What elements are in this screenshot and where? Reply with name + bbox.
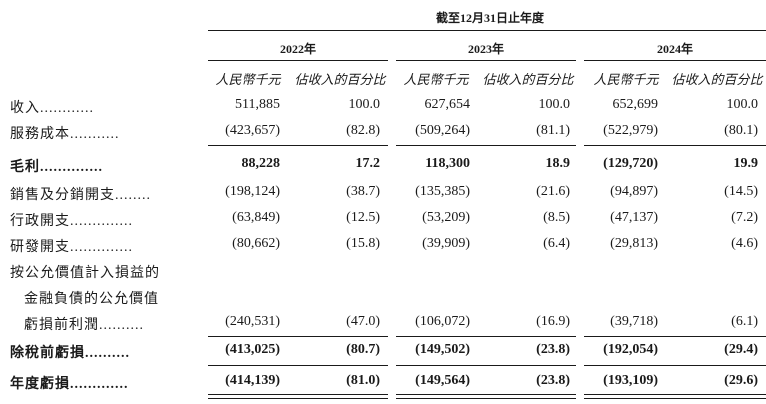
year-2022: 2022年: [279, 42, 316, 56]
year-2024: 2024年: [656, 42, 693, 56]
cell-gross-2022-amount: 88,228: [241, 156, 281, 171]
row-label-admin-expenses: 行政開支..............: [10, 214, 133, 229]
cell-revenue-2024-amount: 652,699: [612, 97, 659, 112]
subtotal-rule-3-2024: [584, 365, 766, 366]
cell-cost-2023-pct: (81.1): [536, 123, 570, 138]
cell-lbt-2022-pct: (80.7): [346, 342, 380, 357]
cell-fvtpl-2023-amount: (106,072): [415, 314, 470, 329]
cell-revenue-2023-amount: 627,654: [424, 97, 471, 112]
double-rule-top-2022: [208, 394, 388, 395]
cell-admin-2023-amount: (53,209): [422, 210, 470, 225]
cell-cost-2022-amount: (423,657): [225, 123, 280, 138]
cell-revenue-2022-pct: 100.0: [348, 97, 381, 112]
cell-lbt-2023-pct: (23.8): [536, 342, 570, 357]
cell-fvtpl-2022-pct: (47.0): [346, 314, 380, 329]
row-label-revenue: 收入............: [10, 101, 94, 116]
cell-selling-2024-amount: (94,897): [610, 184, 658, 199]
cell-cost-2022-pct: (82.8): [346, 123, 380, 138]
subtotal-rule-2022: [208, 145, 388, 146]
double-rule-bottom-2022: [208, 398, 388, 399]
cell-admin-2024-amount: (47,137): [610, 210, 658, 225]
cell-selling-2024-pct: (14.5): [724, 184, 758, 199]
cell-rnd-2022-pct: (15.8): [346, 236, 380, 251]
cell-cost-2023-amount: (509,264): [415, 123, 470, 138]
cell-fvtpl-2022-amount: (240,531): [225, 314, 280, 329]
row-label-selling-expenses: 銷售及分銷開支........: [10, 188, 151, 203]
cell-gross-2023-pct: 18.9: [545, 156, 571, 171]
subtotal-rule-2-2024: [584, 336, 766, 337]
header-rule: [208, 30, 766, 31]
unit-label-2023: 人民幣千元: [403, 72, 469, 87]
row-label-fvtpl-line1: 按公允價值計入損益的: [10, 266, 160, 281]
cell-lbt-2024-amount: (192,054): [603, 342, 658, 357]
cell-rnd-2024-amount: (29,813): [610, 236, 658, 251]
row-label-fvtpl-line2: 金融負債的公允價值: [24, 292, 159, 307]
year-rule-2023: [396, 60, 576, 61]
cell-lfy-2023-amount: (149,564): [415, 373, 470, 388]
double-rule-bottom-2024: [584, 398, 766, 399]
cell-lfy-2024-pct: (29.6): [724, 373, 758, 388]
cell-selling-2022-amount: (198,124): [225, 184, 280, 199]
cell-gross-2024-amount: (129,720): [603, 156, 658, 171]
subtotal-rule-3-2023: [396, 365, 576, 366]
cell-lfy-2024-amount: (193,109): [603, 373, 658, 388]
subtotal-rule-2023: [396, 145, 576, 146]
cell-lbt-2023-amount: (149,502): [415, 342, 470, 357]
double-rule-top-2023: [396, 394, 576, 395]
cell-lbt-2024-pct: (29.4): [724, 342, 758, 357]
cell-gross-2022-pct: 17.2: [355, 156, 381, 171]
row-label-rnd-expenses: 研發開支..............: [10, 240, 133, 255]
year-rule-2022: [208, 60, 388, 61]
row-label-cost-of-services: 服務成本...........: [10, 127, 120, 142]
cell-cost-2024-pct: (80.1): [724, 123, 758, 138]
cell-rnd-2024-pct: (4.6): [731, 236, 758, 251]
cell-fvtpl-2024-pct: (6.1): [731, 314, 758, 329]
period-title: 截至12月31日止年度: [435, 11, 544, 25]
pct-label-2022: 佔收入的百分比: [294, 72, 386, 87]
cell-lfy-2023-pct: (23.8): [536, 373, 570, 388]
row-label-gross-profit: 毛利..............: [10, 160, 103, 175]
cell-lbt-2022-amount: (413,025): [225, 342, 280, 357]
cell-gross-2023-amount: 118,300: [425, 156, 470, 171]
subtotal-rule-2024: [584, 145, 766, 146]
cell-selling-2023-pct: (21.6): [536, 184, 570, 199]
row-label-loss-before-tax: 除稅前虧損..........: [10, 346, 130, 361]
cell-revenue-2023-pct: 100.0: [538, 97, 571, 112]
cell-admin-2022-pct: (12.5): [346, 210, 380, 225]
cell-revenue-2022-amount: 511,885: [235, 97, 280, 112]
cell-admin-2022-amount: (63,849): [232, 210, 280, 225]
pct-label-2024: 佔收入的百分比: [671, 72, 763, 87]
cell-rnd-2022-amount: (80,662): [232, 236, 280, 251]
cell-rnd-2023-amount: (39,909): [422, 236, 470, 251]
pct-label-2023: 佔收入的百分比: [482, 72, 574, 87]
cell-admin-2023-pct: (8.5): [543, 210, 570, 225]
cell-lfy-2022-amount: (414,139): [225, 373, 280, 388]
double-rule-bottom-2023: [396, 398, 576, 399]
unit-label-2024: 人民幣千元: [593, 72, 659, 87]
subtotal-rule-2-2022: [208, 336, 388, 337]
cell-lfy-2022-pct: (81.0): [346, 373, 380, 388]
subtotal-rule-3-2022: [208, 365, 388, 366]
cell-selling-2023-amount: (135,385): [415, 184, 470, 199]
cell-cost-2024-amount: (522,979): [603, 123, 658, 138]
unit-label-2022: 人民幣千元: [215, 72, 281, 87]
cell-revenue-2024-pct: 100.0: [726, 97, 759, 112]
cell-admin-2024-pct: (7.2): [731, 210, 758, 225]
row-label-loss-for-year: 年度虧損.............: [10, 377, 129, 392]
year-2023: 2023年: [467, 42, 504, 56]
cell-rnd-2023-pct: (6.4): [543, 236, 570, 251]
cell-fvtpl-2024-amount: (39,718): [610, 314, 658, 329]
double-rule-top-2024: [584, 394, 766, 395]
subtotal-rule-2-2023: [396, 336, 576, 337]
cell-selling-2022-pct: (38.7): [346, 184, 380, 199]
year-rule-2024: [584, 60, 766, 61]
cell-fvtpl-2023-pct: (16.9): [536, 314, 570, 329]
row-label-fvtpl-line3: 虧損前利潤..........: [24, 318, 144, 333]
cell-gross-2024-pct: 19.9: [733, 156, 759, 171]
